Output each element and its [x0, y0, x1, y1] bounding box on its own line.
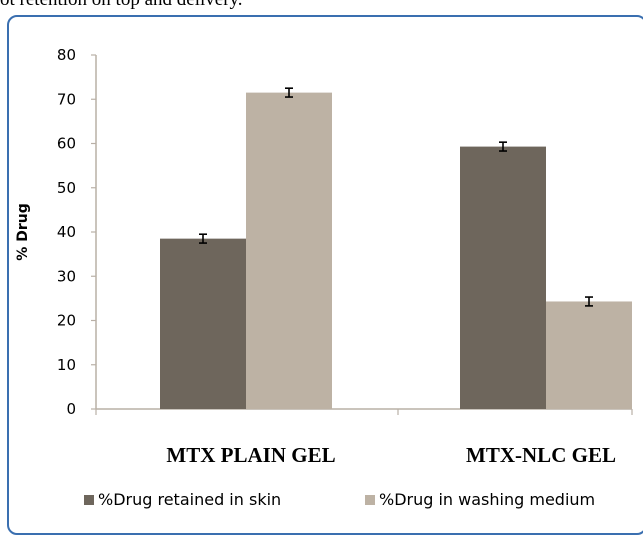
y-tick-label: 40	[57, 223, 76, 241]
legend-label: %Drug in washing medium	[379, 490, 595, 509]
bar	[460, 147, 546, 409]
y-tick-label: 10	[57, 356, 76, 374]
y-tick-label: 30	[57, 267, 76, 285]
y-tick-label: 0	[66, 400, 76, 418]
category-label: MTX-NLC GEL	[466, 443, 616, 467]
y-tick-label: 60	[57, 135, 76, 153]
bar	[246, 93, 332, 409]
y-tick-label: 20	[57, 312, 76, 330]
y-tick-label: 70	[57, 90, 76, 108]
legend-swatch	[84, 495, 94, 505]
category-label: MTX PLAIN GEL	[166, 443, 335, 467]
bar	[546, 301, 632, 409]
legend-swatch	[365, 495, 375, 505]
y-tick-label: 80	[57, 46, 76, 64]
bar-chart: 0 10 20 30 40 50 60 70 80 % Drug MTX PLAIN GEL MTX-…	[0, 0, 643, 516]
legend-label: %Drug retained in skin	[98, 490, 281, 509]
bar	[160, 239, 246, 409]
y-tick-label: 50	[57, 179, 76, 197]
y-axis-title: % Drug	[15, 203, 31, 260]
